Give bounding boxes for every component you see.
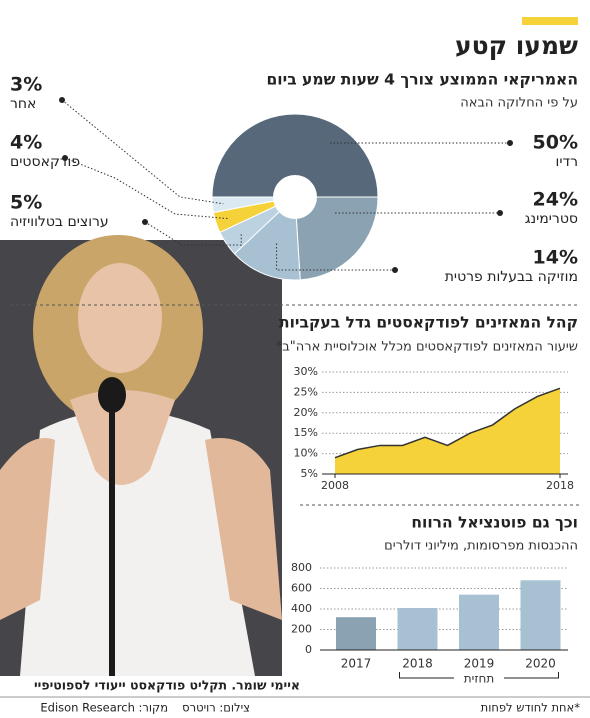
- x-tick-label: 2020: [525, 657, 556, 671]
- leader-dot: [142, 219, 148, 225]
- pie-slice: [211, 113, 379, 198]
- forecast-label-bg: [454, 671, 504, 685]
- bar: [520, 580, 561, 650]
- header-title: שמעו קטע: [455, 31, 578, 60]
- area: [335, 388, 560, 474]
- pie-value-label: 50%: [533, 132, 578, 154]
- y-tick-label: 200: [291, 623, 312, 636]
- leader-line: [144, 221, 242, 246]
- photo-face: [78, 263, 162, 373]
- y-tick-label: 20%: [294, 406, 318, 419]
- x-tick-label: 2018: [546, 479, 574, 492]
- chart-subtitle: ההכנסות מפרסומות, מיליוני דולרים: [384, 539, 578, 554]
- y-tick-label: 0: [305, 643, 312, 656]
- footnote: *אחת לחודש לפחות: [481, 701, 581, 715]
- x-tick-label: 2019: [464, 657, 495, 671]
- x-tick-label: 2008: [321, 479, 349, 492]
- x-tick-label: 2018: [402, 657, 433, 671]
- pie-value-label: 24%: [533, 189, 578, 211]
- y-tick-label: 400: [291, 602, 312, 615]
- y-tick-label: 800: [291, 561, 312, 574]
- chart-title: האמריקאי הממוצע צורך 4 שעות שמע ביום: [267, 71, 578, 89]
- pie-category-label: ערוצים בטלוויזיה: [10, 214, 109, 230]
- y-tick-label: 25%: [294, 385, 318, 398]
- photo-arm: [0, 438, 55, 620]
- photo-caption: איימי שומר. תקליט פודקאסט ייעודי לספוטיפ…: [34, 678, 300, 693]
- photo-mic-stand: [109, 410, 115, 676]
- leader-dot: [507, 140, 513, 146]
- bar: [459, 594, 499, 650]
- y-tick-label: 600: [291, 582, 312, 595]
- photo-neck: [70, 390, 175, 485]
- pie-category-label: רדיו: [556, 154, 579, 170]
- pie-slice: [233, 195, 301, 281]
- y-tick-label: 15%: [294, 426, 318, 439]
- photo: [0, 235, 282, 676]
- photo-arm: [205, 438, 282, 620]
- chart-title: וכך גם פוטנציאל הרווח: [411, 514, 578, 532]
- y-tick-label: 10%: [294, 447, 318, 460]
- leader-line: [61, 99, 224, 205]
- pie-value-label: 3%: [10, 74, 42, 96]
- pie-value-label: 5%: [10, 192, 42, 214]
- x-tick-label: 2017: [341, 657, 372, 671]
- leader-dot: [497, 210, 503, 216]
- y-tick-label: 5%: [301, 467, 318, 480]
- pie-value-label: 4%: [10, 132, 42, 154]
- photo-credit: צילום: רויטרס: [182, 701, 250, 715]
- chart-subtitle: על פי החלוקה הבאה: [460, 96, 578, 111]
- bar: [336, 617, 376, 650]
- bar: [397, 607, 438, 650]
- pie-hole: [273, 175, 317, 219]
- photo-dress: [20, 410, 255, 676]
- pie-category-label: סטרימינג: [525, 211, 578, 227]
- chart-subtitle: שיעור המאזינים לפודקאסטים מכלל אוכלוסיית…: [276, 340, 578, 355]
- source: מקור: Edison Research: [40, 701, 168, 715]
- leader-dot: [62, 155, 68, 161]
- leader-dot: [59, 97, 65, 103]
- leader-line: [276, 243, 395, 271]
- pie-category-label: אחר: [10, 96, 36, 112]
- pie-slice: [294, 196, 379, 281]
- leader-dot: [392, 267, 398, 273]
- photo-microphone: [98, 377, 126, 413]
- area-line: [334, 387, 561, 459]
- forecast-label: תחזית: [464, 672, 494, 686]
- pie-category-label: פודקאסטים: [10, 154, 80, 170]
- y-tick-label: 30%: [294, 365, 318, 378]
- header-accent: [522, 17, 578, 25]
- leader-line: [64, 157, 229, 220]
- pie-category-label: מוזיקה בבעלות פרטית: [445, 269, 578, 285]
- pie-value-label: 14%: [533, 247, 578, 269]
- chart-title: קהל המאזינים לפודקאסטים גדל בעקביות: [279, 314, 578, 332]
